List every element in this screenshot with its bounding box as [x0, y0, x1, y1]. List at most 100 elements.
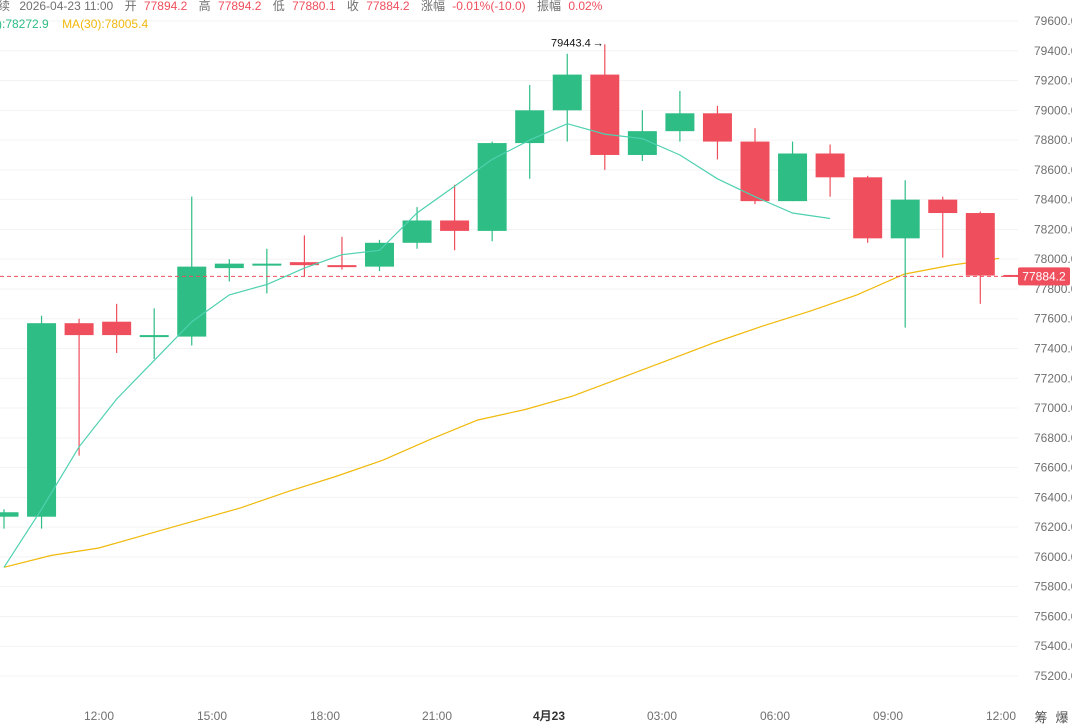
candle-body — [177, 266, 207, 337]
info-datetime: 2026-04-23 11:00 — [19, 0, 113, 13]
y-tick-label: 79400.0 — [1034, 44, 1072, 58]
candle-body — [64, 323, 94, 336]
candle-body — [327, 265, 357, 268]
low-label: 低 — [273, 0, 285, 13]
amplitude-label: 振幅 — [537, 0, 561, 13]
open-label: 开 — [125, 0, 137, 13]
candle-body — [214, 263, 244, 269]
candle-body — [252, 263, 282, 266]
y-tick-label: 75800.0 — [1034, 580, 1072, 594]
ma-long-line — [3, 257, 1000, 568]
x-tick-label: 12:00 — [84, 709, 114, 723]
candle-body — [815, 153, 845, 178]
arrow-right-icon: → — [593, 37, 604, 49]
change-value: -0.01%(-10.0) — [452, 0, 525, 13]
y-tick-label: 77000.0 — [1034, 401, 1072, 415]
ma-short-line — [3, 123, 831, 568]
x-tick-label: 09:00 — [873, 709, 903, 723]
candle — [515, 85, 545, 179]
price-tag-background — [1018, 267, 1070, 286]
low-value: 77880.1 — [292, 0, 336, 13]
candle — [477, 141, 507, 242]
price-tag-value: 77884.2 — [1022, 269, 1066, 283]
candle — [252, 248, 282, 294]
high-value: 77894.2 — [218, 0, 262, 13]
y-tick-label: 76400.0 — [1034, 490, 1072, 504]
candles-layer — [0, 44, 1033, 529]
candle — [665, 90, 695, 142]
candle-body — [740, 141, 770, 202]
candle-body — [139, 335, 169, 338]
x-tick-label: 06:00 — [760, 709, 790, 723]
candle — [64, 318, 94, 456]
y-tick-label: 77400.0 — [1034, 342, 1072, 356]
current-price-tag: 77884.2 — [1018, 267, 1070, 286]
y-tick-label: 75600.0 — [1034, 609, 1072, 623]
liquidation-tool-label: 爆 — [1055, 710, 1068, 725]
candle — [27, 315, 57, 529]
y-tick-label: 76600.0 — [1034, 461, 1072, 475]
candle — [778, 141, 808, 202]
candle-body — [778, 153, 808, 202]
amplitude-value: 0.02% — [568, 0, 602, 13]
candle-body — [702, 113, 732, 142]
candle — [440, 184, 470, 251]
candle-body — [928, 199, 958, 214]
x-tick-label: 15:00 — [197, 709, 227, 723]
candle-body — [102, 321, 132, 336]
candle-body — [627, 131, 657, 155]
change-label: 涨幅 — [421, 0, 445, 13]
candle-body — [440, 220, 470, 231]
candle — [214, 259, 244, 282]
y-tick-label: 79600.0 — [1034, 14, 1072, 28]
candle-body — [853, 177, 883, 239]
candle-body — [365, 242, 394, 267]
open-value: 77894.2 — [144, 0, 188, 13]
y-tick-label: 75400.0 — [1034, 639, 1072, 653]
chip-tool-label: 筹 — [1034, 710, 1047, 725]
info-bar: 续 2026-04-23 11:00 开 77894.2 高 77894.2 低… — [0, 0, 603, 13]
candle — [552, 53, 582, 142]
y-tick-label: 79000.0 — [1034, 103, 1072, 117]
y-tick-label: 75200.0 — [1034, 669, 1072, 683]
candle-body — [289, 262, 319, 266]
bottom-right-tools[interactable]: 筹 爆 — [1034, 710, 1068, 725]
x-tick-label: 18:00 — [310, 709, 340, 723]
candle — [289, 235, 319, 278]
y-tick-label: 76200.0 — [1034, 520, 1072, 534]
y-tick-label: 79200.0 — [1034, 74, 1072, 88]
y-tick-label: 76000.0 — [1034, 550, 1072, 564]
candle-body — [665, 113, 695, 132]
y-tick-label: 78400.0 — [1034, 193, 1072, 207]
candle — [0, 509, 19, 529]
candle-body — [590, 74, 620, 155]
candle — [327, 236, 357, 270]
close-value: 77884.2 — [366, 0, 410, 13]
y-tick-label: 78800.0 — [1034, 133, 1072, 147]
grid — [0, 20, 1018, 677]
candle — [815, 144, 845, 197]
candle-body — [552, 74, 582, 111]
info-prefix: 续 — [0, 0, 10, 13]
ma-short-layer — [3, 123, 831, 568]
candle — [590, 44, 620, 170]
svg-text:):78272.9 MA(30):78005.4: ):78272.9 MA(30):78005.4 — [0, 17, 148, 31]
candle-body — [965, 213, 995, 276]
y-tick-label: 77800.0 — [1034, 282, 1072, 296]
ma-long-value: MA(30):78005.4 — [62, 17, 148, 31]
y-tick-label: 78600.0 — [1034, 163, 1072, 177]
high-annotation: 79443.4 → — [551, 37, 604, 49]
candle — [365, 239, 394, 272]
ma-long-layer — [3, 257, 1000, 568]
price-axis[interactable]: 75200.0 75400.0 75600.0 75800.0 76000.0 76200… — [1034, 14, 1072, 683]
candle-body — [27, 323, 57, 517]
y-tick-label: 78200.0 — [1034, 222, 1072, 236]
y-tick-label: 78000.0 — [1034, 252, 1072, 266]
candle-body — [402, 220, 432, 243]
candle — [102, 303, 132, 353]
candle-body — [515, 110, 545, 144]
high-label: 高 — [199, 0, 211, 13]
time-axis[interactable]: 12:00 15:00 18:00 21:00 4月23 03:00 06:00 09:00 1… — [84, 709, 1016, 723]
candle — [890, 180, 920, 328]
